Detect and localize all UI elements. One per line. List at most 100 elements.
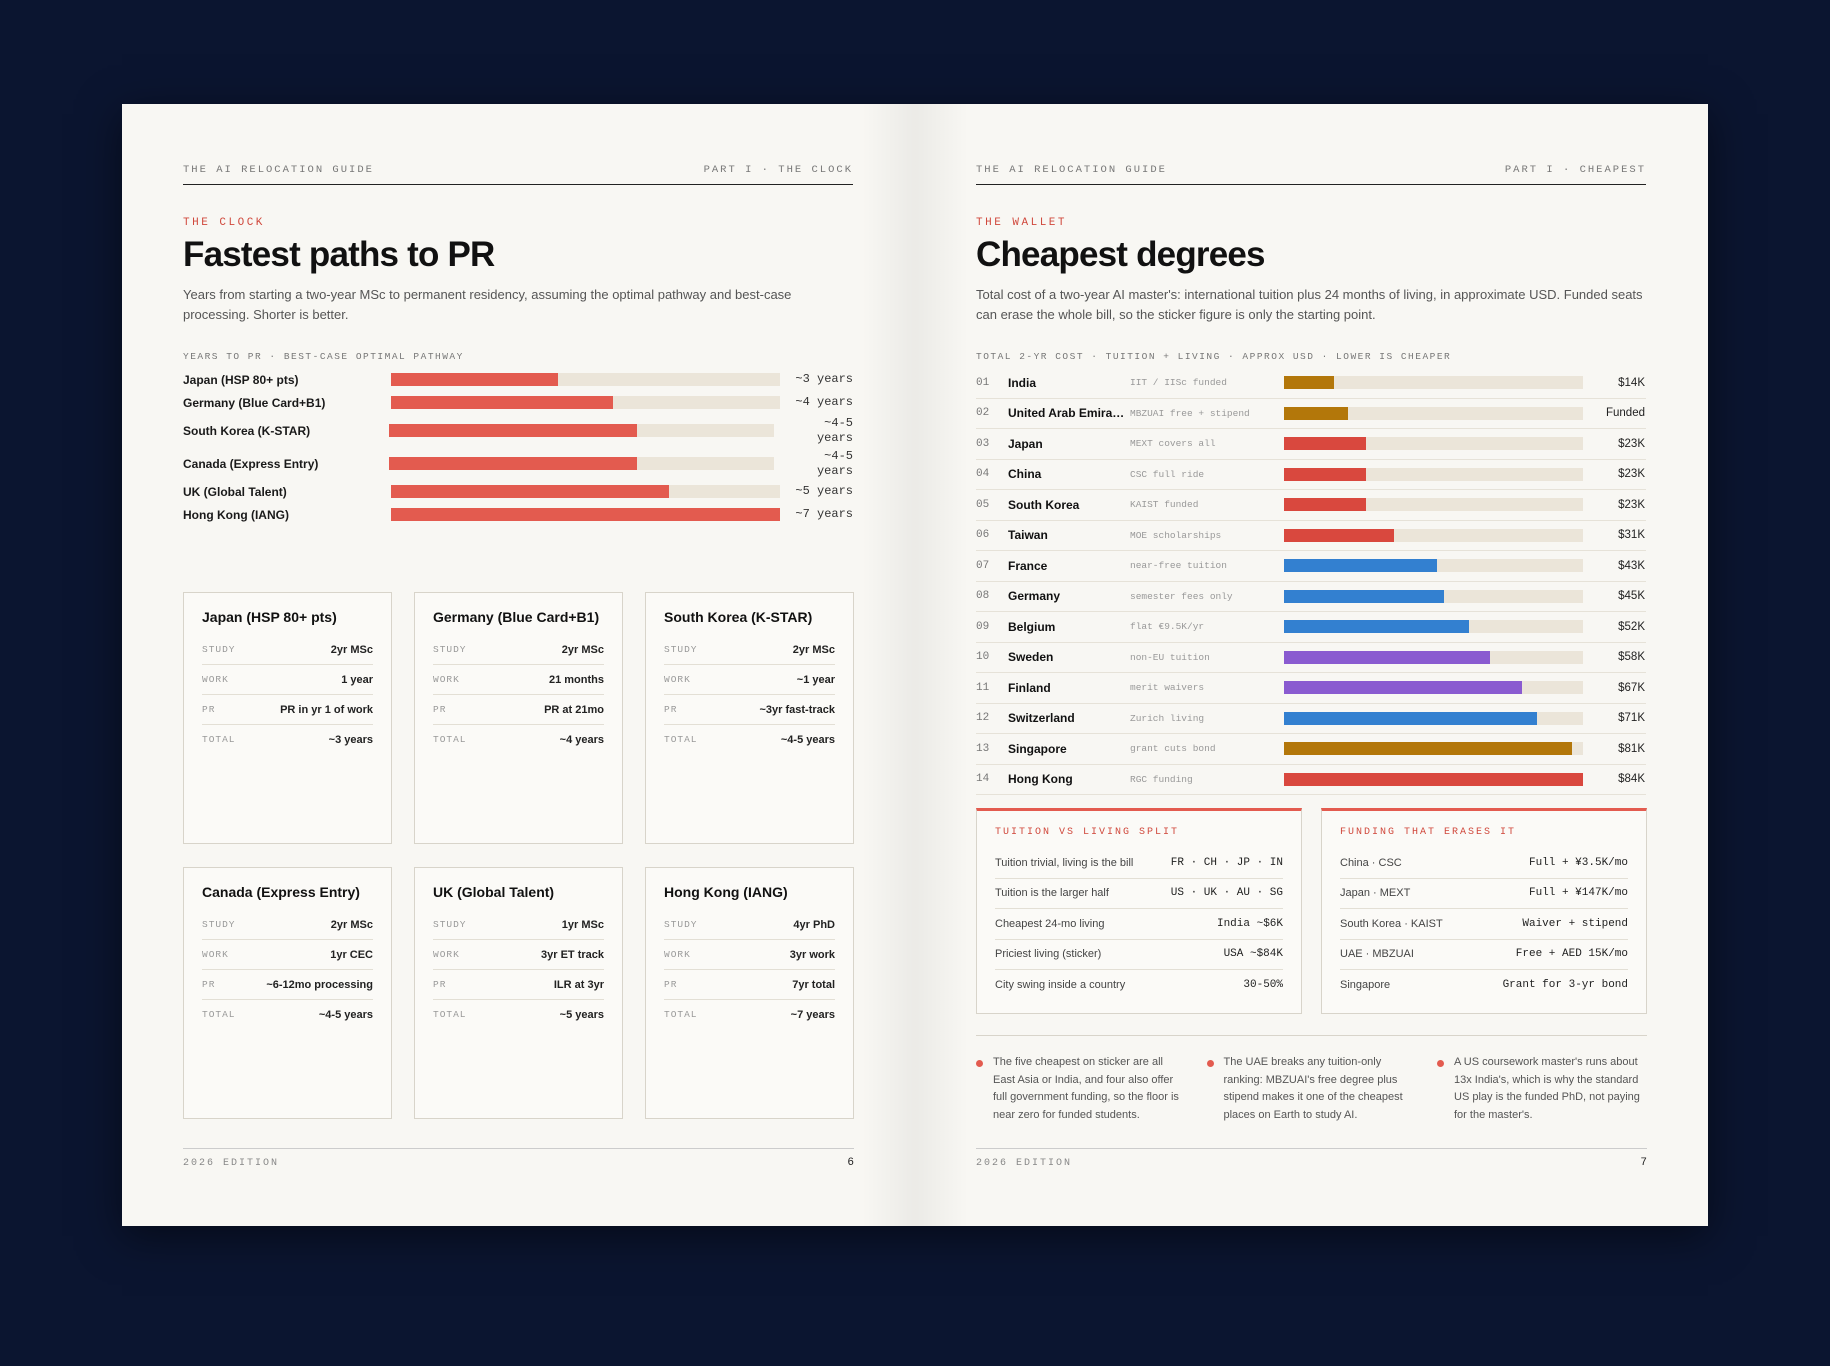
card-row-label: STUDY (664, 919, 698, 930)
box-row: Singapore Grant for 3-yr bond (1340, 970, 1628, 1000)
cost-bar-row: 10 Sweden non-EU tuition $58K (976, 643, 1646, 673)
cost-rank: 11 (976, 681, 990, 694)
card-row: TOTAL ~4-5 years (664, 725, 835, 754)
pr-bar-track (389, 457, 775, 470)
card-row-label: WORK (664, 949, 691, 960)
page-right: THE AI RELOCATION GUIDE PART I · CHEAPES… (915, 104, 1708, 1226)
card-row: STUDY 2yr MSc (202, 635, 373, 665)
cost-bar (1284, 528, 1395, 542)
card-row: STUDY 2yr MSc (664, 635, 835, 665)
cost-bar-row: 03 Japan MEXT covers all $23K (976, 429, 1646, 460)
pr-bar-row: UK (Global Talent) ~5 years (183, 480, 853, 503)
box-row-value: India ~$6K (1216, 917, 1283, 930)
card-row: STUDY 2yr MSc (433, 635, 604, 665)
cost-rank: 08 (976, 590, 990, 603)
box-row-label: Cheapest 24-mo living (995, 917, 1105, 930)
cost-bar-label: France (1008, 558, 1048, 573)
cost-bar-track (1284, 742, 1583, 756)
cost-bar-note: grant cuts bond (1130, 743, 1216, 755)
box-row-value: Waiver + stipend (1522, 917, 1628, 930)
card-row: WORK 1 year (202, 665, 373, 695)
cost-bar-label: China (1008, 467, 1042, 482)
pr-bar-chart: Japan (HSP 80+ pts) ~3 years Germany (Blue… (183, 368, 853, 526)
cost-bar-track (1284, 437, 1583, 451)
cost-bar (1284, 681, 1523, 695)
running-header: THE AI RELOCATION GUIDE PART I · CHEAPES… (976, 164, 1646, 185)
box-row-value: US · UK · AU · SG (1170, 887, 1283, 900)
card-row-value: ~4-5 years (318, 1008, 373, 1021)
cost-bar-row: 09 Belgium flat €9.5K/yr $52K (976, 612, 1646, 643)
cost-bar-value: $45K (1618, 590, 1645, 603)
card-row: PR 7yr total (664, 970, 835, 1000)
card-row: TOTAL ~3 years (202, 725, 373, 754)
card-row-value: 7yr total (792, 978, 835, 991)
pr-bar-value: ~5 years (795, 484, 853, 498)
card-row-label: PR (202, 704, 216, 715)
card-row: PR PR at 21mo (433, 695, 604, 725)
cost-bar-label: Singapore (1008, 741, 1067, 756)
cost-bar-track (1284, 681, 1583, 695)
cost-bar-track (1284, 772, 1583, 786)
card-row-label: TOTAL (664, 734, 698, 745)
lede-paragraph: Years from starting a two-year MSc to pe… (183, 287, 792, 322)
card-row: TOTAL ~5 years (433, 1000, 604, 1029)
pr-bar-track (391, 373, 780, 386)
card-row-label: TOTAL (433, 734, 467, 745)
pr-bar-track (389, 424, 775, 437)
box-row: China · CSC Full + ¥3.5K/mo (1340, 848, 1628, 879)
cost-bar (1284, 437, 1366, 451)
cost-bar-row: 13 Singapore grant cuts bond $81K (976, 734, 1646, 765)
pr-bar-value: ~4-5 years (816, 448, 853, 478)
card-row: PR ~6-12mo processing (202, 970, 373, 1000)
card-row-value: 3yr work (789, 948, 835, 961)
pr-bar (389, 424, 637, 437)
cost-bar-note: IIT / IISc funded (1130, 377, 1227, 389)
pathway-card: Japan (HSP 80+ pts) STUDY 2yr MSc WORK 1 yea… (183, 592, 392, 844)
card-row-value: ~4 years (559, 733, 604, 746)
card-row: TOTAL ~7 years (664, 1000, 835, 1029)
pathway-card: Hong Kong (IANG) STUDY 4yr PhD WORK 3yr work… (645, 867, 854, 1119)
card-row: PR PR in yr 1 of work (202, 695, 373, 725)
cost-rank: 10 (976, 651, 990, 664)
pr-bar-label: UK (Global Talent) (183, 484, 287, 499)
card-row: WORK 3yr work (664, 940, 835, 970)
card-row-value: ~1 year (796, 673, 835, 686)
cost-bar-note: flat €9.5K/yr (1130, 621, 1205, 633)
folio: 2026 EDITION 6 (183, 1148, 854, 1169)
card-row-value: ILR at 3yr (553, 978, 604, 991)
card-row-value: ~3 years (328, 733, 373, 746)
cost-bar (1284, 559, 1438, 573)
pr-bar-value: ~4-5 years (816, 415, 853, 445)
lede-paragraph: Total cost of a two-year AI master's: in… (976, 287, 1643, 322)
card-title: UK (Global Talent) (433, 884, 555, 900)
cost-bar-label: South Korea (1008, 497, 1080, 512)
card-row-value: ~5 years (559, 1008, 604, 1021)
bullet-dot-icon (1437, 1060, 1444, 1067)
footnote-text: The five cheapest on sticker are all Eas… (993, 1056, 1179, 1121)
cost-bar-note: MEXT covers all (1130, 438, 1216, 450)
box-row-label: Priciest living (sticker) (995, 948, 1102, 961)
cost-bar-label: Finland (1008, 680, 1051, 695)
cost-bar-row: 12 Switzerland Zurich living $71K (976, 704, 1646, 734)
cost-rank: 13 (976, 742, 990, 755)
cost-bar-row: 08 Germany semester fees only $45K (976, 582, 1646, 612)
pathway-card: Germany (Blue Card+B1) STUDY 2yr MSc WORK 21… (414, 592, 623, 844)
card-row-value: 2yr MSc (561, 643, 604, 656)
card-row-label: PR (433, 704, 447, 715)
folio-edition: 2026 EDITION (976, 1157, 1073, 1169)
cost-bar (1284, 467, 1366, 481)
cost-bar-note: RGC funding (1130, 773, 1193, 785)
pr-bar-row: Canada (Express Entry) ~4-5 years (183, 447, 853, 480)
tuition-split-box: TUITION VS LIVING SPLIT Tuition trivial,… (976, 808, 1302, 1014)
cost-rank: 05 (976, 498, 990, 511)
cost-bar-track (1284, 711, 1583, 725)
cost-bar-row: 06 Taiwan MOE scholarships $31K (976, 521, 1646, 551)
cost-bar-value: $14K (1618, 376, 1645, 389)
cost-rank: 02 (976, 407, 990, 420)
card-row: WORK 3yr ET track (433, 940, 604, 970)
cost-bar-value: $23K (1618, 437, 1645, 450)
runhead-title: THE AI RELOCATION GUIDE (976, 164, 1167, 176)
card-row-label: STUDY (433, 644, 467, 655)
card-row-label: WORK (433, 949, 460, 960)
card-row-value: 2yr MSc (330, 643, 373, 656)
